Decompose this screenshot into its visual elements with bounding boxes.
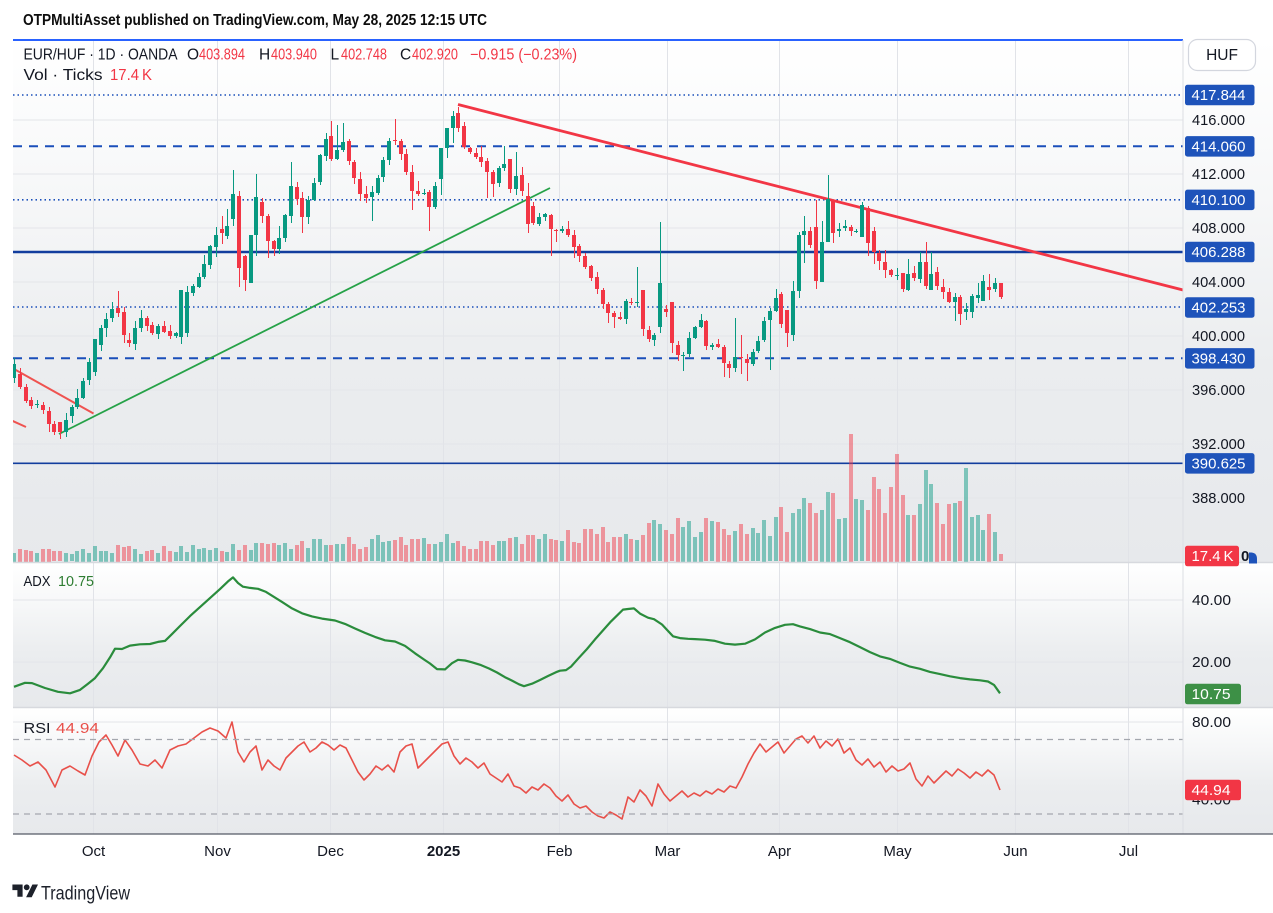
svg-text:402.253: 402.253 — [1192, 300, 1246, 317]
svg-text:−0.915 (−0.23%): −0.915 (−0.23%) — [470, 47, 577, 64]
svg-text:C: C — [400, 47, 411, 64]
svg-text:406.288: 406.288 — [1192, 244, 1246, 261]
svg-text:RSI: RSI — [24, 721, 51, 737]
svg-text:O: O — [187, 47, 199, 64]
svg-text:May: May — [883, 843, 912, 860]
svg-text:Jun: Jun — [1003, 843, 1027, 860]
svg-text:408.000: 408.000 — [1192, 220, 1245, 237]
svg-text:398.430: 398.430 — [1192, 351, 1246, 368]
svg-text:20.00: 20.00 — [1192, 654, 1231, 671]
svg-text:40.00: 40.00 — [1192, 592, 1231, 609]
svg-text:396.000: 396.000 — [1192, 382, 1245, 399]
svg-text:Apr: Apr — [768, 843, 791, 860]
svg-text:44.94: 44.94 — [56, 721, 99, 737]
svg-text:80.00: 80.00 — [1192, 714, 1231, 731]
svg-text:Oct: Oct — [82, 843, 106, 860]
svg-text:388.000: 388.000 — [1192, 490, 1245, 507]
svg-text:403.940: 403.940 — [271, 47, 317, 64]
svg-text:10.75: 10.75 — [1192, 686, 1231, 703]
svg-text:L: L — [331, 47, 340, 64]
svg-text:HUF: HUF — [1206, 47, 1238, 64]
svg-text:414.060: 414.060 — [1192, 139, 1246, 156]
svg-text:Dec: Dec — [317, 843, 344, 860]
svg-text:402.748: 402.748 — [341, 47, 387, 64]
svg-text:17.4 K: 17.4 K — [110, 67, 153, 84]
svg-text:400.000: 400.000 — [1192, 328, 1245, 345]
svg-text:417.844: 417.844 — [1192, 87, 1246, 104]
svg-text:404.000: 404.000 — [1192, 274, 1245, 291]
svg-text:Jul: Jul — [1119, 843, 1138, 860]
svg-text:2025: 2025 — [427, 843, 460, 860]
svg-text:416.000: 416.000 — [1192, 112, 1245, 129]
svg-text:410.100: 410.100 — [1192, 192, 1246, 209]
svg-text:17.4 K: 17.4 K — [1192, 548, 1234, 565]
svg-text:Mar: Mar — [655, 843, 681, 860]
svg-text:EUR/HUF · 1D · OANDA: EUR/HUF · 1D · OANDA — [24, 47, 179, 64]
svg-text:0: 0 — [1241, 548, 1249, 565]
svg-text:44.94: 44.94 — [1192, 782, 1231, 799]
svg-text:403.894: 403.894 — [199, 47, 245, 64]
svg-text:ADX: ADX — [24, 574, 51, 590]
svg-text:Feb: Feb — [547, 843, 573, 860]
svg-text:390.625: 390.625 — [1192, 456, 1246, 473]
svg-text:10.75: 10.75 — [58, 574, 94, 590]
svg-text:412.000: 412.000 — [1192, 166, 1245, 183]
svg-text:392.000: 392.000 — [1192, 436, 1245, 453]
svg-text:H: H — [259, 47, 270, 64]
svg-text:Vol · Ticks: Vol · Ticks — [24, 67, 103, 84]
svg-text:OTPMultiAsset published on Tra: OTPMultiAsset published on TradingView.c… — [23, 12, 487, 29]
svg-text:Nov: Nov — [204, 843, 231, 860]
svg-text:TradingView: TradingView — [41, 884, 130, 905]
svg-text:402.920: 402.920 — [412, 47, 458, 64]
